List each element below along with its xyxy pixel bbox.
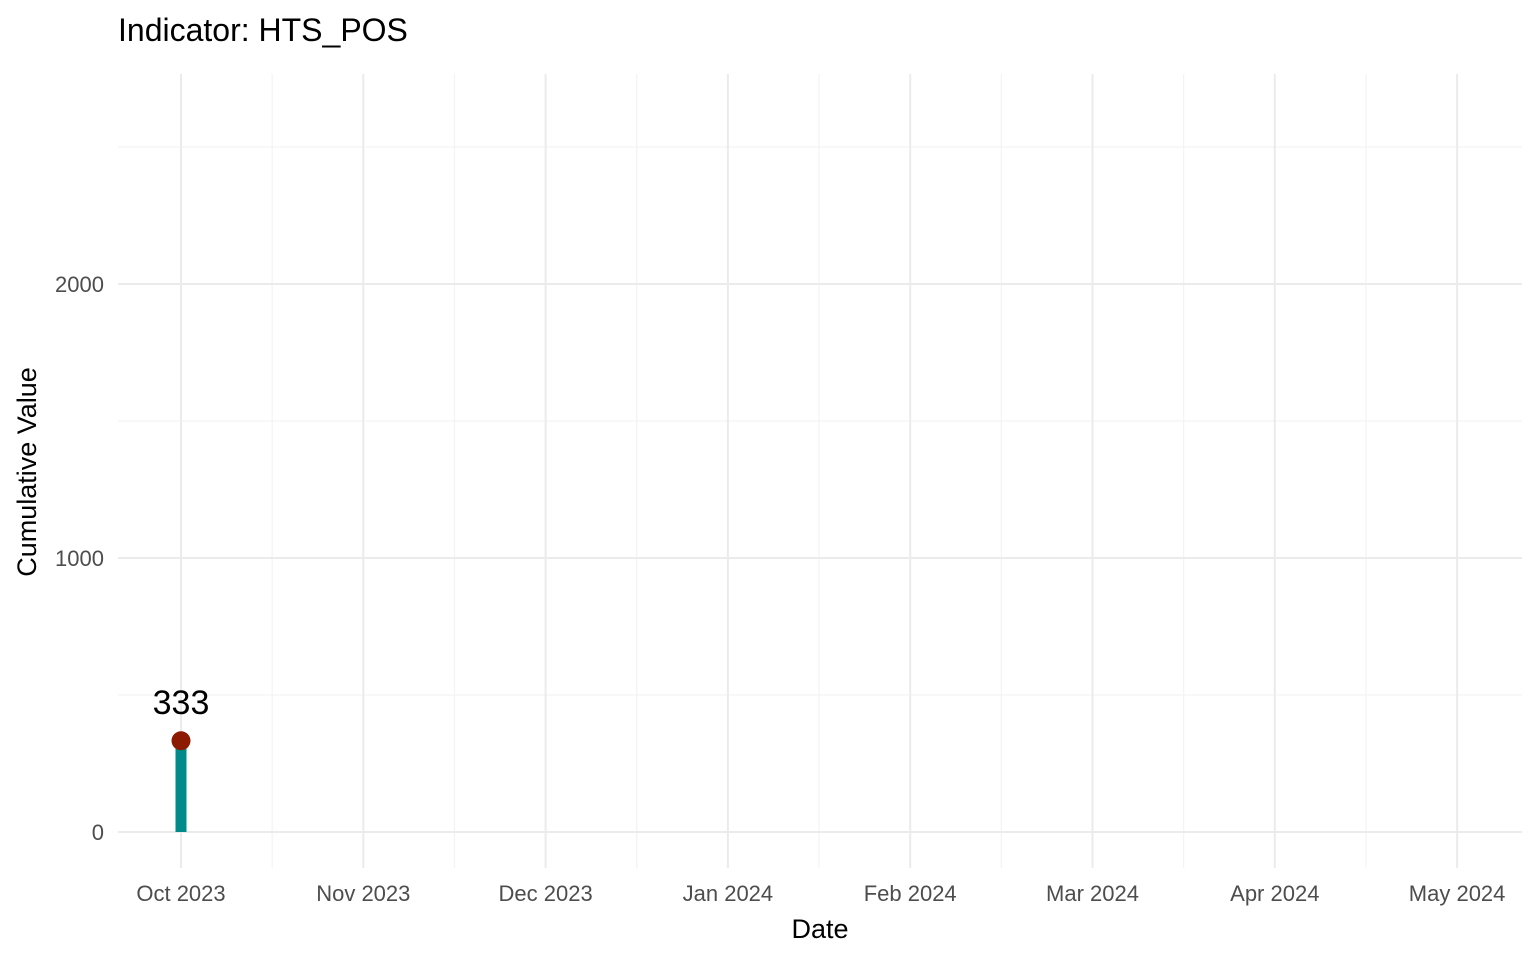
y-axis-label: Cumulative Value: [12, 367, 42, 577]
x-axis-label: Date: [791, 914, 848, 944]
grid: [118, 74, 1522, 868]
bar: [175, 740, 187, 832]
x-tick-label: Apr 2024: [1230, 881, 1319, 906]
x-tick-label: Mar 2024: [1046, 881, 1139, 906]
y-tick-label: 2000: [55, 272, 104, 297]
x-tick-label: Nov 2023: [316, 881, 410, 906]
x-tick-label: Dec 2023: [499, 881, 593, 906]
x-tick-label: Feb 2024: [864, 881, 957, 906]
x-tick-label: Jan 2024: [683, 881, 774, 906]
data-point: [171, 731, 191, 751]
chart-title: Indicator: HTS_POS: [118, 12, 408, 48]
data-label: 333: [153, 684, 210, 722]
y-axis-ticks: 0 1000 2000: [55, 272, 104, 845]
points: [171, 731, 191, 751]
y-tick-label: 1000: [55, 546, 104, 571]
x-tick-label: May 2024: [1409, 881, 1506, 906]
x-axis-ticks: Oct 2023 Nov 2023 Dec 2023 Jan 2024 Feb 2024…: [136, 881, 1505, 906]
bars: [175, 740, 187, 832]
data-labels: 333: [153, 684, 210, 722]
x-tick-label: Oct 2023: [136, 881, 225, 906]
y-tick-label: 0: [92, 820, 104, 845]
